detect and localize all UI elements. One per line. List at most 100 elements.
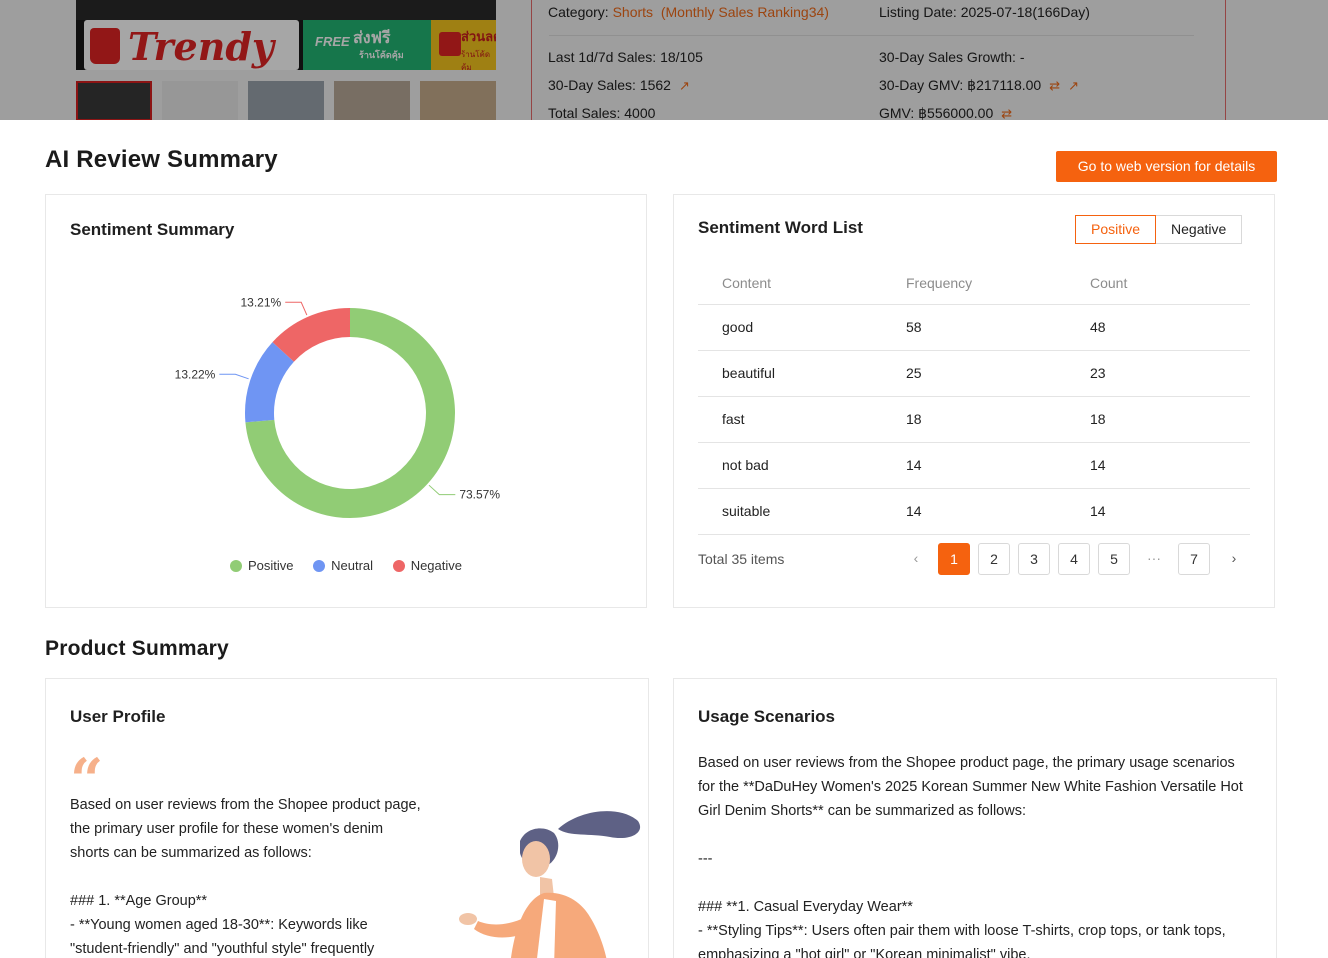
table-row: good 58 48 [698,304,1250,351]
product-header: Trendy FREE ส่งฟรี ร้านโค้ดคุ้ม ส่วนลด ร… [0,0,1328,120]
sentiment-donut-chart: 73.57% 13.22% 13.21% [175,295,500,518]
cell-content: fast [698,396,882,443]
usage-scenarios-title: Usage Scenarios [698,707,836,726]
product-stats-panel: Category: Shorts (Monthly Sales Ranking3… [531,0,1226,120]
sentiment-toggle: Positive Negative [1075,215,1243,244]
woman-illustration [459,811,641,958]
last-sales: Last 1d/7d Sales: 18/105 [548,49,703,65]
thumbnail-1[interactable] [76,81,152,120]
negative-dot-icon [392,560,405,572]
legend-negative-label: Negative [410,558,462,573]
percent-icon [439,32,461,56]
legend-positive-label: Positive [247,558,294,573]
page-7[interactable]: 7 [1178,543,1210,575]
free-shipping-badge: FREE ส่งฟรี ร้านโค้ดคุ้ม [303,20,431,70]
positive-dot-icon [229,560,242,572]
sales-30-row: 30-Day Sales: 1562 ↗ [548,77,690,94]
sentiment-word-list-card: Sentiment Word List Positive Negative Co… [673,194,1275,608]
legend-negative[interactable]: Negative [392,558,462,573]
total-items: Total 35 items [698,551,785,567]
cell-count: 14 [1066,442,1250,489]
col-frequency: Frequency [882,262,1066,305]
next-page-icon[interactable]: › [1218,543,1250,575]
legend-positive[interactable]: Positive [229,558,294,573]
data-label-positive: 73.57% [459,488,500,502]
legend-neutral-label: Neutral [331,558,374,573]
page-2[interactable]: 2 [978,543,1010,575]
user-profile-text: Based on user reviews from the Shopee pr… [70,797,421,957]
word-table: Content Frequency Count good 58 48 beautif… [698,262,1250,535]
gmv-total-row: GMV: ฿556000.00 ⇄ [879,105,1012,120]
sale-text: ส่วนลด [461,29,496,44]
col-content: Content [698,262,882,305]
category-rank: (Monthly Sales Ranking34) [660,4,829,20]
free-text: ส่งฟรี [353,30,391,47]
cell-frequency: 18 [882,396,1066,443]
page-4[interactable]: 4 [1058,543,1090,575]
page-1[interactable]: 1 [938,543,970,575]
table-row: suitable 14 14 [698,488,1250,535]
cell-content: not bad [698,442,882,489]
product-summary-title: Product Summary [45,637,229,660]
brand-name: Trendy [128,24,274,69]
data-label-neutral: 13.22% [175,367,216,381]
cell-count: 48 [1066,304,1250,351]
page-ellipsis[interactable]: ··· [1138,543,1170,575]
table-header-row: Content Frequency Count [698,262,1250,305]
trend-chart-icon[interactable]: ↗ [678,78,690,93]
toggle-negative[interactable]: Negative [1156,215,1243,244]
category-label: Category: [548,4,613,20]
label-leader-line [219,373,249,380]
sale-sub: ร้านโค้ดคุ้ม [461,50,491,70]
cell-frequency: 58 [882,304,1066,351]
cell-content: suitable [698,488,882,535]
cell-count: 18 [1066,396,1250,443]
thumbnail-4[interactable] [334,81,410,120]
cell-count: 23 [1066,350,1250,397]
col-count: Count [1066,262,1250,305]
brand-logo: Trendy [84,20,299,70]
modal-dim-overlay [0,0,1328,120]
neutral-dot-icon [313,560,326,572]
discount-badge: ส่วนลด ร้านโค้ดคุ้ม [431,20,496,70]
cell-count: 14 [1066,488,1250,535]
word-list-title: Sentiment Word List [698,218,863,237]
cell-content: beautiful [698,350,882,397]
sentiment-summary-card: Sentiment Summary 73.57% 13.22% 13.21% Pos… [45,194,647,608]
gmv-30: 30-Day GMV: ฿217118.00 [879,77,1042,93]
legend-neutral[interactable]: Neutral [313,558,373,573]
page-5[interactable]: 5 [1098,543,1130,575]
table-row: beautiful 25 23 [698,350,1250,397]
sales-growth: 30-Day Sales Growth: - [879,49,1025,65]
trend-chart-icon[interactable]: ↗ [1068,78,1080,93]
user-profile-card: User Profile “ Based on user reviews fro… [45,678,649,958]
prev-page-icon[interactable]: ‹ [900,543,932,575]
label-leader-line [285,301,308,316]
total-sales: Total Sales: 4000 [548,105,656,120]
swap-icon[interactable]: ⇄ [1001,106,1013,120]
ai-review-title: AI Review Summary [45,146,278,173]
banner-top-strip [76,0,496,20]
swap-icon[interactable]: ⇄ [1049,78,1061,93]
thumbnail-2[interactable] [162,81,238,120]
gmv-total: GMV: ฿556000.00 [879,105,994,120]
usage-scenarios-card: Usage Scenarios Based on user reviews fr… [673,678,1277,958]
sales-30: 30-Day Sales: 1562 [548,77,671,93]
category-link[interactable]: Shorts [612,4,654,20]
label-leader-line [428,484,456,496]
toggle-positive[interactable]: Positive [1075,215,1157,244]
shopping-bag-icon [90,28,120,64]
web-version-button[interactable]: Go to web version for details [1056,151,1277,182]
usage-scenarios-text: Based on user reviews from the Shopee pr… [698,755,1243,958]
donut-slice-neutral[interactable] [244,342,294,423]
gmv-30-row: 30-Day GMV: ฿217118.00 ⇄ ↗ [879,77,1079,94]
stats-divider [549,35,1194,36]
donut-slice-negative[interactable] [272,308,350,362]
page-3[interactable]: 3 [1018,543,1050,575]
table-row: fast 18 18 [698,396,1250,443]
thumbnail-3[interactable] [248,81,324,120]
thumbnail-5[interactable] [420,81,496,120]
free-label: FREE [315,34,350,49]
table-row: not bad 14 14 [698,442,1250,489]
cell-frequency: 14 [882,488,1066,535]
